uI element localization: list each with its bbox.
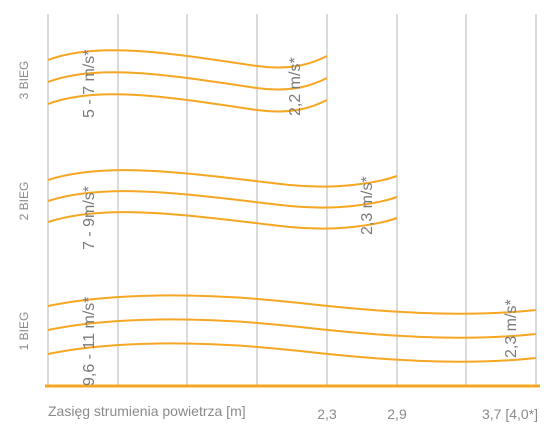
x-tick: 3,7 [4,0*] xyxy=(482,406,538,422)
x-tick: 2,9 xyxy=(387,406,407,422)
flow-curve xyxy=(47,318,537,339)
flow-curve xyxy=(47,294,537,315)
speed-label-1: 1 BIEG xyxy=(17,312,31,351)
end-velocity-2: 2,3 m/s* xyxy=(359,176,376,235)
start-velocity-2: 7 - 9m/s* xyxy=(81,186,98,250)
speed-label-2: 2 BIEG xyxy=(17,182,31,221)
flow-curve xyxy=(47,71,328,91)
grid xyxy=(47,14,537,386)
curves-speed-3 xyxy=(47,49,328,113)
flow-curve xyxy=(47,211,398,230)
curves-speed-1 xyxy=(47,294,537,363)
flow-curve xyxy=(47,93,328,113)
flow-curve xyxy=(47,49,328,69)
flow-curve xyxy=(47,190,398,209)
end-velocity-3: 2,2 m/s* xyxy=(287,57,304,116)
x-axis-title: Zasięg strumienia powietrza [m] xyxy=(48,403,246,419)
start-velocity-1: 9,6 - 11 m/s* xyxy=(81,296,98,386)
start-velocity-3: 5 - 7 m/s* xyxy=(81,50,98,118)
flow-curve xyxy=(47,342,537,363)
end-velocity-1: 2,3 m/s* xyxy=(503,299,520,358)
curves-speed-2 xyxy=(47,169,398,230)
flow-curve xyxy=(47,169,398,188)
x-tick: 2,3 xyxy=(317,406,337,422)
speed-label-3: 3 BIEG xyxy=(17,61,31,100)
